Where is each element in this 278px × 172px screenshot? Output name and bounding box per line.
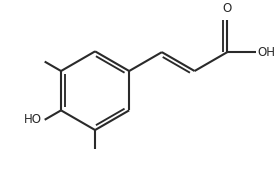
- Text: O: O: [223, 2, 232, 15]
- Text: HO: HO: [24, 113, 41, 126]
- Text: OH: OH: [257, 46, 275, 59]
